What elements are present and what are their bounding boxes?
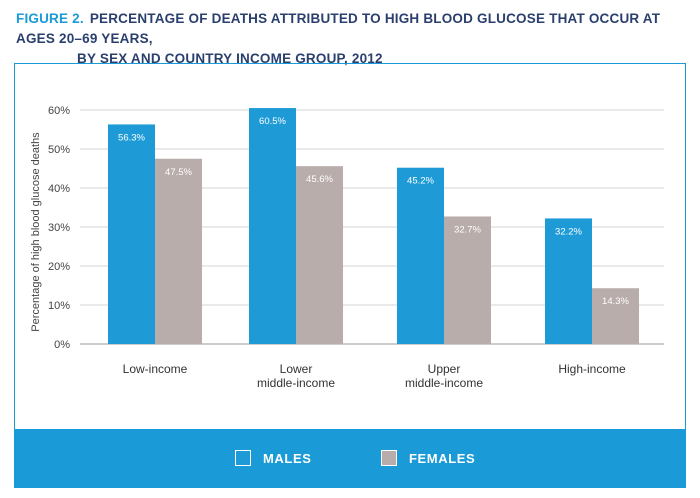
bar-chart: 0% 10% 20% 30% 40% 50% 60% Percentage of high b…: [30, 105, 664, 390]
y-tick-label: 30%: [48, 222, 70, 234]
legend-label-males: MALES: [263, 450, 312, 466]
bar-females: [592, 288, 639, 344]
x-tick-label: middle-income: [405, 376, 483, 390]
bar-males: [545, 218, 592, 344]
y-tick-label: 40%: [48, 183, 70, 195]
legend-label-females: FEMALES: [409, 450, 476, 466]
bar-males: [397, 167, 444, 344]
bar-males: [249, 108, 296, 344]
figure-label: FIGURE 2.: [16, 11, 84, 26]
data-label-males: 32.2%: [555, 226, 582, 237]
chart-frame: [14, 63, 686, 488]
y-axis-label: Percentage of high blood glucose deaths: [30, 132, 42, 332]
legend-item-males: MALES: [235, 448, 312, 468]
data-label-males: 45.2%: [407, 176, 434, 187]
figure-title: FIGURE 2. PERCENTAGE OF DEATHS ATTRIBUTED…: [16, 9, 688, 69]
title-text-2: BY SEX AND COUNTRY INCOME GROUP, 2012: [77, 51, 383, 66]
data-label-females: 45.6%: [306, 174, 333, 185]
y-tick-label: 0%: [54, 339, 70, 351]
title-line-1: FIGURE 2. PERCENTAGE OF DEATHS ATTRIBUTED…: [16, 9, 688, 49]
x-tick-label: High-income: [558, 362, 626, 376]
data-label-females: 47.5%: [165, 167, 192, 178]
y-tick-label: 20%: [48, 261, 70, 273]
legend-swatch-females: [381, 450, 397, 466]
legend-item-females: FEMALES: [381, 448, 475, 468]
x-tick-label: middle-income: [257, 376, 335, 390]
bar-females: [155, 158, 202, 344]
legend-swatch-males: [235, 450, 251, 466]
bar-females: [296, 166, 343, 344]
title-text-1: PERCENTAGE OF DEATHS ATTRIBUTED TO HIGH …: [16, 11, 661, 46]
y-tick-label: 60%: [48, 105, 70, 117]
y-tick-label: 10%: [48, 300, 70, 312]
bar-males: [108, 124, 155, 345]
data-label-males: 56.3%: [118, 132, 145, 143]
x-tick-label: Low-income: [123, 362, 188, 376]
data-label-males: 60.5%: [259, 116, 286, 127]
data-label-females: 32.7%: [454, 224, 481, 235]
legend: MALES FEMALES: [15, 429, 685, 487]
bar-females: [444, 216, 491, 344]
x-tick-label: Upper: [428, 362, 461, 376]
x-tick-label: Lower: [280, 362, 313, 376]
y-tick-label: 50%: [48, 144, 70, 156]
data-label-females: 14.3%: [602, 296, 629, 307]
